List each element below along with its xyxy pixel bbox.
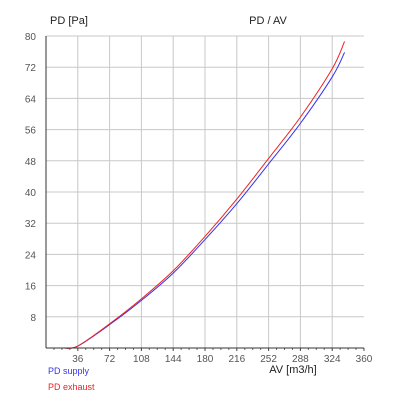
x-tick-label: 72 — [104, 354, 116, 365]
x-axis-label: AV [m3/h] — [269, 364, 316, 376]
grid — [46, 35, 364, 348]
y-tick-label: 24 — [25, 250, 37, 261]
y-tick-label: 40 — [25, 188, 37, 199]
x-tick-label: 36 — [72, 354, 84, 365]
series-line-pd-supply — [63, 52, 346, 349]
x-tick-label: 288 — [292, 354, 309, 365]
legend-entry-pd-exhaust: PD exhaust — [48, 382, 95, 392]
legend-entry-pd-supply: PD supply — [48, 366, 90, 376]
y-tick-label: 80 — [25, 32, 37, 43]
y-tick-label: 72 — [25, 63, 37, 74]
chart-title: PD / AV — [249, 15, 287, 27]
x-tick-label: 324 — [324, 354, 341, 365]
legend: PD supply PD exhaust — [48, 366, 95, 392]
y-tick-label: 8 — [30, 313, 36, 324]
x-tick-label: 360 — [356, 354, 373, 365]
series-line-pd-exhaust — [63, 41, 346, 349]
y-axis-label: PD [Pa] — [50, 15, 88, 27]
series-lines — [63, 41, 346, 349]
x-tick-label: 216 — [228, 354, 245, 365]
y-tick-label: 56 — [25, 126, 37, 137]
y-tick-label: 16 — [25, 282, 37, 293]
axes — [45, 36, 365, 351]
tick-labels: 36 72 108 144 180 216 252 288 324 360 8 16 24 32 40 48 5… — [25, 32, 373, 365]
x-tick-label: 108 — [133, 354, 150, 365]
y-tick-label: 48 — [25, 157, 37, 168]
x-tick-label: 252 — [260, 354, 277, 365]
x-tick-label: 144 — [165, 354, 182, 365]
y-tick-label: 64 — [25, 94, 37, 105]
y-tick-label: 32 — [25, 219, 37, 230]
x-tick-label: 180 — [197, 354, 214, 365]
